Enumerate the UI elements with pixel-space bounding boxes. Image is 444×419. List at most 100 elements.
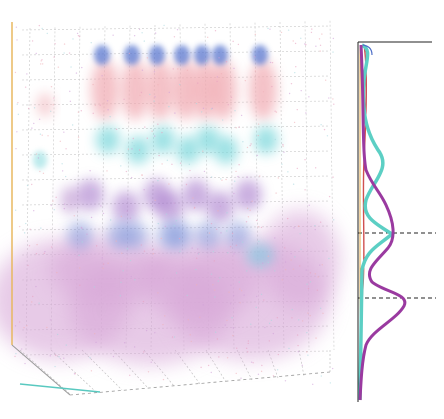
speckle-point xyxy=(293,121,296,124)
speckle-point xyxy=(226,357,229,359)
speckle-point xyxy=(260,226,263,229)
speckle-point xyxy=(18,321,21,323)
speckle-point xyxy=(205,60,207,62)
speckle-point xyxy=(157,123,159,125)
speckle-point xyxy=(202,150,204,152)
speckle-point xyxy=(217,280,219,282)
speckle-point xyxy=(49,355,51,357)
speckle-point xyxy=(143,250,146,252)
speckle-point xyxy=(304,43,306,45)
speckle-point xyxy=(312,383,314,386)
speckle-point xyxy=(16,39,18,41)
speckle-point xyxy=(268,322,271,325)
speckle-point xyxy=(310,31,313,34)
speckle-point xyxy=(314,273,316,275)
speckle-point xyxy=(314,167,317,169)
grid-line xyxy=(21,50,331,56)
cloud xyxy=(37,93,53,117)
speckle-point xyxy=(41,134,43,136)
speckle-point xyxy=(39,170,41,173)
speckle-point xyxy=(199,316,201,318)
speckle-point xyxy=(41,27,43,30)
grid-line xyxy=(21,75,331,81)
speckle-point xyxy=(280,31,283,34)
speckle-point xyxy=(294,42,297,45)
speckle-point xyxy=(239,288,241,290)
speckle-point xyxy=(33,122,35,125)
speckle-point xyxy=(55,196,57,198)
speckle-point xyxy=(317,276,319,278)
speckle-point xyxy=(186,294,188,297)
speckle-point xyxy=(322,312,324,315)
speckle-point xyxy=(64,175,67,178)
speckle-point xyxy=(267,255,269,257)
speckle-point xyxy=(92,83,94,86)
density-curve xyxy=(358,43,395,401)
speckle-point xyxy=(237,175,239,178)
speckle-point xyxy=(288,347,290,350)
speckle-point xyxy=(314,224,316,227)
speckle-point xyxy=(300,37,302,40)
speckle-point xyxy=(197,248,199,250)
speckle-point xyxy=(257,134,259,137)
speckle-point xyxy=(161,163,163,165)
speckle-point xyxy=(78,35,81,38)
cloud xyxy=(156,191,184,223)
speckle-point xyxy=(109,115,111,118)
speckle-point xyxy=(177,68,179,70)
speckle-point xyxy=(179,83,181,86)
speckle-point xyxy=(191,247,193,249)
speckle-point xyxy=(300,89,302,92)
speckle-point xyxy=(295,66,297,68)
speckle-point xyxy=(282,145,284,147)
cloud xyxy=(96,126,120,154)
speckle-point xyxy=(32,295,34,298)
speckle-point xyxy=(332,176,334,178)
speckle-point xyxy=(120,165,122,167)
speckle-point xyxy=(214,296,216,298)
speckle-point xyxy=(227,104,229,106)
speckle-point xyxy=(319,307,322,310)
cloud xyxy=(33,151,47,169)
speckle-point xyxy=(309,272,312,274)
speckle-point xyxy=(297,351,299,353)
speckle-point xyxy=(56,271,58,274)
speckle-point xyxy=(15,352,17,355)
speckle-point xyxy=(243,294,245,296)
speckle-point xyxy=(254,55,256,58)
speckle-point xyxy=(231,232,234,235)
speckle-point xyxy=(297,344,299,347)
speckle-point xyxy=(127,148,130,150)
speckle-point xyxy=(231,316,233,319)
speckle-point xyxy=(274,270,276,272)
speckle-point xyxy=(268,340,271,342)
speckle-point xyxy=(263,299,265,301)
speckle-point xyxy=(254,33,256,36)
speckle-point xyxy=(197,82,199,84)
speckle-point xyxy=(46,32,48,35)
speckle-point xyxy=(157,179,159,182)
cloud xyxy=(146,60,174,120)
speckle-point xyxy=(281,163,283,165)
speckle-point xyxy=(296,167,299,170)
speckle-point xyxy=(157,84,159,86)
speckle-point xyxy=(131,141,134,144)
speckle-point xyxy=(15,147,17,150)
speckle-point xyxy=(151,130,153,132)
speckle-point xyxy=(260,293,263,296)
axis-edge xyxy=(69,371,331,396)
speckle-point xyxy=(212,284,214,286)
speckle-point xyxy=(132,137,134,140)
speckle-point xyxy=(100,205,102,207)
speckle-point xyxy=(274,237,276,239)
speckle-point xyxy=(238,163,240,166)
speckle-point xyxy=(200,111,203,113)
speckle-point xyxy=(176,29,179,31)
density-curve xyxy=(362,44,373,56)
speckle-point xyxy=(27,264,29,267)
speckle-point xyxy=(152,252,154,255)
speckle-point xyxy=(16,131,18,133)
speckle-point xyxy=(63,52,65,54)
speckle-point xyxy=(291,308,293,311)
speckle-point xyxy=(261,262,264,264)
